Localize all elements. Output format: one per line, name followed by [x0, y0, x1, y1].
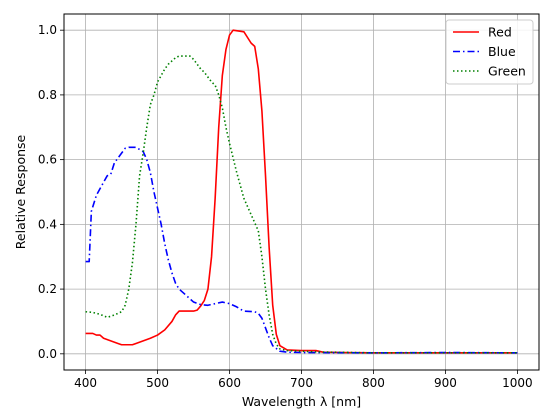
x-axis-label: Wavelength λ [nm]	[242, 394, 361, 409]
x-tick-label: 1000	[502, 376, 533, 390]
y-axis-label: Relative Response	[13, 134, 28, 249]
ticks: 400 500 600 700 800 900 1000 0.0 0.2 0.4 0.6 0.8 1.0	[38, 23, 533, 390]
y-tick-label: 0.2	[38, 282, 57, 296]
y-tick-label: 0.4	[38, 217, 57, 231]
legend: Red Blue Green	[445, 19, 534, 85]
x-tick-label: 500	[146, 376, 169, 390]
series-group	[85, 29, 518, 354]
y-tick-label: 0.6	[38, 153, 57, 167]
legend-box	[445, 19, 534, 85]
x-tick-label: 700	[290, 376, 313, 390]
legend-label-green: Green	[488, 64, 526, 79]
legend-label-red: Red	[488, 25, 512, 40]
series-line-red	[85, 29, 518, 354]
x-tick-label: 800	[362, 376, 385, 390]
grid	[64, 14, 539, 370]
x-tick-label: 900	[434, 376, 457, 390]
x-tick-label: 600	[218, 376, 241, 390]
legend-label-blue: Blue	[488, 44, 516, 59]
series-line-blue	[85, 146, 518, 354]
y-tick-label: 1.0	[38, 23, 57, 37]
y-tick-label: 0.8	[38, 88, 57, 102]
x-tick-label: 400	[74, 376, 97, 390]
y-tick-label: 0.0	[38, 347, 57, 361]
